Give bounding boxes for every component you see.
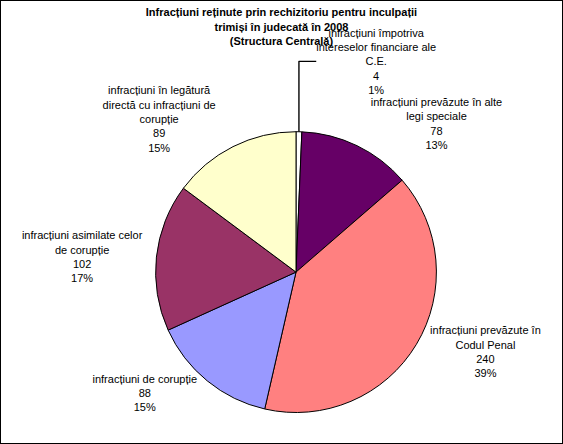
svg-text:Infracțiuni reținute prin rech: Infracțiuni reținute prin rechizitoriu p… [146,6,417,47]
svg-text:infracțiuni în legăturădirectă: infracțiuni în legăturădirectă cu infrac… [103,84,216,153]
svg-text:infracțiuni asimilate celorde: infracțiuni asimilate celorde corupție10… [22,229,143,284]
svg-text:infracțiuni prevăzute înCodul: infracțiuni prevăzute înCodul Penal24039… [430,324,541,379]
svg-text:infracțiuni prevăzute în altel: infracțiuni prevăzute în altelegi specia… [371,96,502,151]
svg-text:infracțiuni împotrivainteresel: infracțiuni împotrivaintereselor financi… [316,27,436,96]
svg-text:infracțiuni de corupție8815%: infracțiuni de corupție8815% [92,373,197,414]
